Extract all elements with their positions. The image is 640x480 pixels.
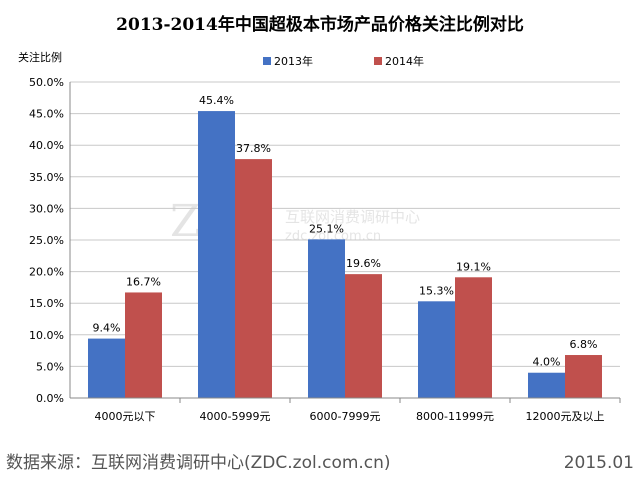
chart-title: 2013-2014年中国超极本市场产品价格关注比例对比 <box>116 14 524 35</box>
data-label: 6.8% <box>570 338 598 351</box>
legend-label: 2013年 <box>274 54 313 68</box>
footer-date: 2015.01 <box>564 453 634 473</box>
y-tick-label: 40.0% <box>29 139 64 152</box>
data-label: 16.7% <box>126 275 161 288</box>
legend: 2013年 2014年 <box>263 54 424 68</box>
y-tick-label: 25.0% <box>29 234 64 247</box>
data-labels: 9.4% 16.7% 45.4% 37.8% 25.1% 19.6% 15.3%19.1% 4… <box>93 94 598 369</box>
data-label: 9.4% <box>93 322 121 335</box>
y-tick-label: 45.0% <box>29 108 64 121</box>
data-label: 4.0% <box>533 356 561 369</box>
data-label: 19.6% <box>346 257 381 270</box>
y-tick-label: 15.0% <box>29 297 64 310</box>
axes <box>69 82 621 403</box>
footer-bar <box>0 444 640 480</box>
data-label: 37.8% <box>236 142 271 155</box>
y-tick-label: 35.0% <box>29 171 64 184</box>
y-tick-label: 5.0% <box>36 360 64 373</box>
legend-label: 2014年 <box>385 54 424 68</box>
bar-2014 <box>565 355 602 398</box>
bar-2013 <box>88 338 125 398</box>
bar-2013 <box>418 301 455 398</box>
x-tick-label: 8000-11999元 <box>416 410 494 423</box>
data-label: 19.1% <box>456 260 491 273</box>
x-axis-ticks: 4000元以下 4000-5999元 6000-7999元 8000-11999元 12… <box>95 410 605 423</box>
bar-2014 <box>455 277 492 398</box>
y-axis-label: 关注比例 <box>18 50 62 64</box>
x-tick-label: 6000-7999元 <box>310 410 381 423</box>
x-tick-label: 12000元及以上 <box>526 410 605 423</box>
y-tick-label: 10.0% <box>29 329 64 342</box>
x-tick-label: 4000-5999元 <box>200 410 271 423</box>
bar-2013 <box>308 239 345 398</box>
bar-2014 <box>345 274 382 398</box>
data-label: 25.1% <box>309 222 344 235</box>
legend-swatch-2014 <box>374 57 382 65</box>
x-tick-label: 4000元以下 <box>95 410 156 423</box>
data-label: 45.4% <box>199 94 234 107</box>
y-tick-label: 50.0% <box>29 76 64 89</box>
y-tick-label: 0.0% <box>36 392 64 405</box>
bar-2013 <box>528 372 565 398</box>
legend-swatch-2013 <box>263 57 271 65</box>
bar-2014 <box>235 159 272 398</box>
y-tick-label: 30.0% <box>29 202 64 215</box>
bar-2013 <box>198 111 235 399</box>
y-axis-ticks: 0.0% 5.0% 10.0% 15.0% 20.0% 25.0% 30.0% 35.0% 40… <box>29 76 64 405</box>
y-tick-label: 20.0% <box>29 266 64 279</box>
footer-source: 数据来源：互联网消费调研中心(ZDC.zol.com.cn) <box>6 453 391 473</box>
watermark-text-cn: 互联网消费调研中心 <box>285 208 420 226</box>
bar-2014 <box>125 292 162 398</box>
data-label: 15.3% <box>419 284 454 297</box>
bars <box>88 111 602 399</box>
